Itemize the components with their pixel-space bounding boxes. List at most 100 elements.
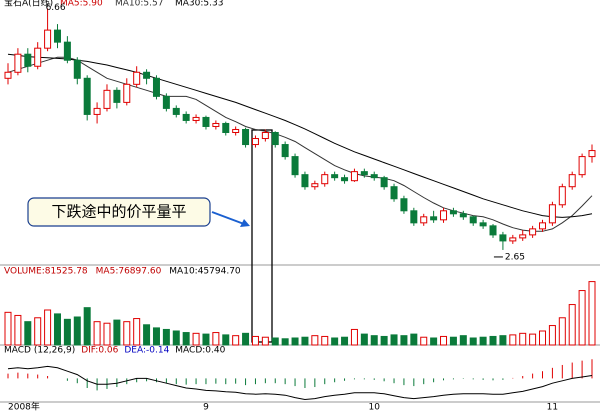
volume-bar <box>499 335 507 346</box>
candle-body <box>380 177 388 188</box>
volume-bar <box>83 307 91 346</box>
candle-body <box>44 29 52 49</box>
volume-bar <box>301 336 309 346</box>
candle-body <box>281 144 289 158</box>
annotation: 下跌途中的价平量平 <box>51 203 186 221</box>
candle-body <box>4 71 12 79</box>
volume-bar <box>281 338 289 346</box>
candle-body <box>390 186 398 200</box>
candle-body <box>301 174 309 188</box>
ma-line <box>7 365 593 401</box>
volume-bar <box>4 311 12 346</box>
candle-body <box>311 183 319 188</box>
candle-body <box>489 225 497 236</box>
candle-body <box>202 116 210 127</box>
volume-bar <box>222 334 230 346</box>
candle-body <box>519 234 527 239</box>
volume-bar <box>192 332 200 346</box>
volume-bar <box>420 336 428 346</box>
candle-body <box>539 222 547 230</box>
candle-body <box>370 174 378 179</box>
volume-bar <box>24 321 32 346</box>
candle-body <box>103 89 111 109</box>
volume-bar <box>469 337 477 346</box>
candle-body <box>578 156 586 176</box>
volume-bar <box>588 281 596 346</box>
volume-bar <box>232 335 240 346</box>
candle-body <box>113 89 121 103</box>
volume-bar <box>489 335 497 346</box>
x-tick-label: 11 <box>547 403 558 411</box>
volume-bar <box>360 333 368 346</box>
candle-body <box>14 53 22 73</box>
volume-bar <box>459 335 467 346</box>
volume-bar <box>410 333 418 346</box>
candle-body <box>152 77 160 97</box>
legend-text: MACD:0.40 <box>175 346 225 356</box>
legend-text: DIF:0.06 <box>81 346 118 356</box>
candle-body <box>479 222 487 227</box>
candle-body <box>321 174 329 185</box>
volume-bar <box>152 327 160 346</box>
volume-bar <box>251 335 259 346</box>
candle-body <box>123 83 131 103</box>
volume-bar <box>73 316 81 346</box>
x-tick-label: 10 <box>369 403 381 411</box>
candle-body <box>172 107 180 115</box>
volume-bar <box>143 324 151 346</box>
volume-bar <box>568 304 576 346</box>
volume-bar <box>341 336 349 346</box>
legend-text: MACD (12,26,9) <box>4 346 75 356</box>
volume-bar <box>479 336 487 346</box>
volume-bar <box>331 337 339 346</box>
candle-body <box>400 198 408 212</box>
candle-body <box>251 138 259 146</box>
candle-body <box>331 174 339 179</box>
volume-bar <box>370 335 378 346</box>
volume-bar <box>449 336 457 346</box>
legend-text: MA10:45794.70 <box>169 267 241 277</box>
header-ma: MA30:5.33 <box>175 0 223 9</box>
candle-body <box>440 210 448 221</box>
candle-body <box>341 177 349 182</box>
high-label: 6.66 <box>46 3 66 13</box>
candle-body <box>242 128 250 146</box>
candle-body <box>24 53 32 67</box>
candle-body <box>162 95 170 109</box>
volume-bar <box>509 334 517 346</box>
volume-bar <box>261 336 269 346</box>
header: 宝石A(日线) MA5:5.90 MA10:5.57 MA30:5.33 <box>4 0 223 9</box>
candle-body <box>222 122 230 134</box>
volume-bar <box>212 332 220 346</box>
volume-bar <box>133 318 141 346</box>
candle-body <box>271 132 279 146</box>
candle-body <box>291 156 299 176</box>
volume-bar <box>390 334 398 346</box>
candle-body <box>63 41 71 61</box>
volume-bar <box>548 325 556 346</box>
candle-body <box>232 128 240 133</box>
volume-bar <box>93 321 101 346</box>
candle-body <box>93 107 101 115</box>
candle-body <box>430 216 438 221</box>
volume-bar <box>291 337 299 346</box>
candle-body <box>73 59 81 79</box>
volume-bar <box>172 330 180 346</box>
header-ma: MA5:5.90 <box>60 0 103 9</box>
volume-bar <box>271 337 279 346</box>
candle-body <box>261 132 269 140</box>
volume-bar <box>539 330 547 346</box>
volume-bar <box>162 328 170 346</box>
volume-bar <box>123 321 131 346</box>
candle-body <box>469 216 477 224</box>
candle-body <box>143 71 151 79</box>
ma-line <box>7 53 593 218</box>
volume-bar <box>182 332 190 346</box>
candle-body <box>192 116 200 121</box>
candle-body <box>459 213 467 218</box>
volume-bar <box>440 335 448 346</box>
candle-body <box>34 47 42 67</box>
ma-line <box>7 56 593 232</box>
legend-text: DEA:-0.14 <box>124 346 169 356</box>
